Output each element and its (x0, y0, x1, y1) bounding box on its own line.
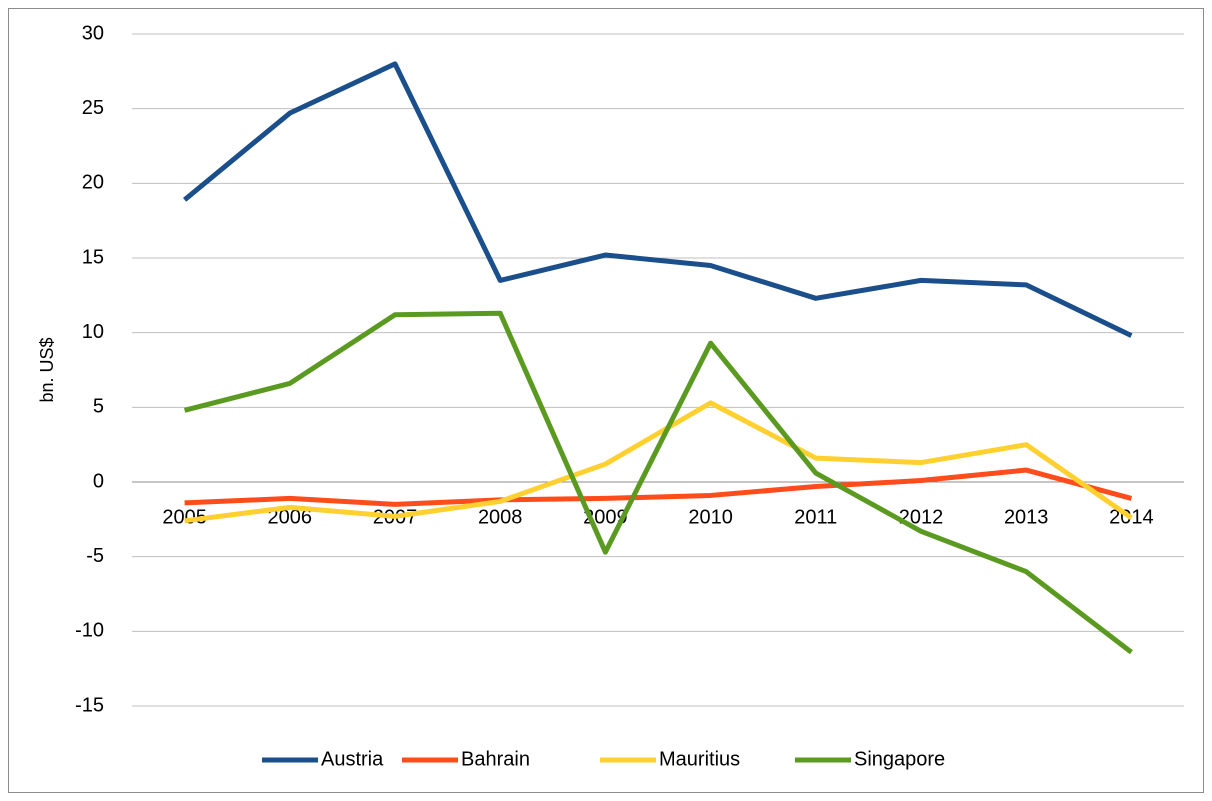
legend-label: Austria (321, 748, 384, 770)
y-tick-label: 20 (82, 172, 104, 194)
y-tick-label: 30 (82, 22, 104, 44)
series-line (184, 400, 1133, 524)
x-tick-label: 2011 (794, 506, 837, 528)
series-line (184, 467, 1133, 507)
x-tick-label: 2013 (1004, 506, 1049, 528)
y-tick-label: 0 (93, 470, 104, 492)
x-tick-label: 2006 (268, 506, 313, 528)
series-line (183, 310, 1133, 655)
y-tick-label: -10 (75, 620, 104, 642)
y-tick-label: 10 (82, 321, 104, 343)
series-line (183, 61, 1133, 338)
legend-label: Bahrain (461, 748, 530, 770)
x-tick-label: 2005 (162, 506, 207, 528)
y-tick-label: 15 (82, 246, 104, 268)
chart-frame (8, 8, 1204, 793)
y-tick-label: 5 (93, 396, 104, 418)
y-axis-label: bn. US$ (37, 337, 57, 402)
legend-label: Singapore (854, 748, 945, 770)
x-tick-label: 2010 (688, 506, 733, 528)
x-tick-label: 2008 (478, 506, 523, 528)
y-tick-label: -15 (75, 694, 104, 716)
y-tick-label: 25 (82, 97, 104, 119)
y-tick-label: -5 (86, 545, 104, 567)
legend-label: Mauritius (659, 748, 740, 770)
